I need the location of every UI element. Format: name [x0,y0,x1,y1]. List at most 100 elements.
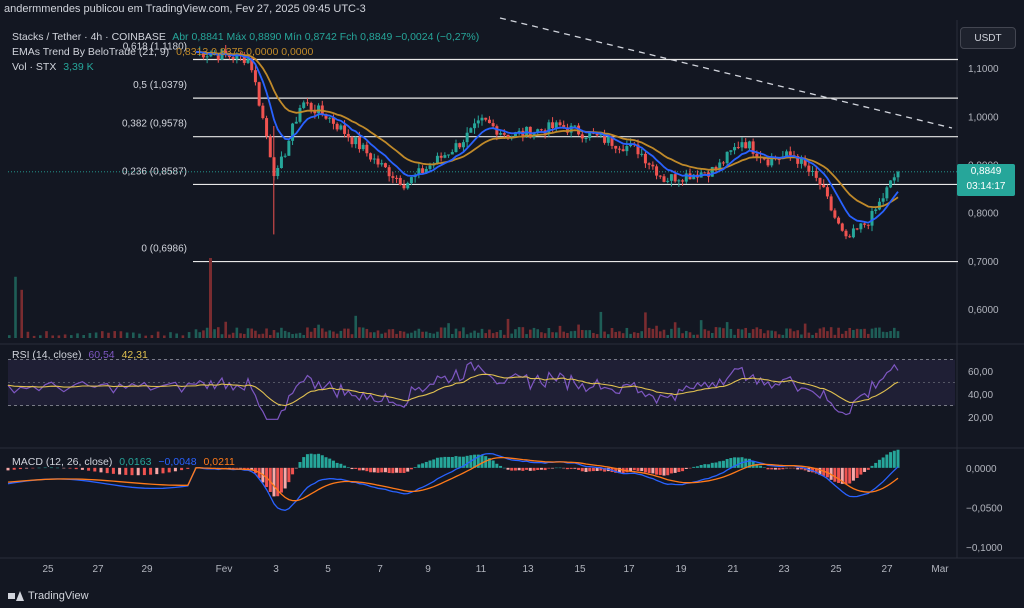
volume-bar [807,332,811,338]
macd-histogram-bar [896,449,900,468]
tradingview-footer[interactable]: TradingView [8,590,89,602]
footer-brand: TradingView [28,590,89,602]
macd-histogram-bar [892,450,896,468]
candle-body [766,159,770,166]
candle-body [803,158,807,166]
candle-body [302,102,306,108]
volume-bar [346,328,350,338]
volume-bar [666,334,670,338]
candle-body [435,155,439,164]
candle-body [677,180,681,182]
macd-histogram-bar [37,467,41,469]
macd-histogram-bar [227,467,231,469]
volume-bar [76,333,79,338]
volume-bar [387,329,391,338]
candle-body [870,210,874,226]
price-axis-label: 1,0000 [968,112,999,123]
volume-bar [458,331,462,338]
candle-body [844,230,848,237]
volume-bar [372,332,376,338]
volume-bar [150,335,154,338]
macd-histogram-bar [454,456,458,468]
macd-histogram-bar [818,467,822,476]
candle-body [458,143,462,148]
candle-body [554,122,558,129]
volume-bar [376,330,380,338]
volume-bar [878,327,881,338]
candle-body [718,162,722,170]
time-axis-label: 29 [141,564,153,575]
volume-bar [187,332,191,338]
macd-histogram-bar [279,467,283,493]
volume-bar [280,327,283,338]
volume-bar [254,330,257,338]
macd-histogram-bar [814,467,818,474]
candle-body [562,125,566,128]
volume-bar [536,329,540,338]
candle-body [799,158,803,164]
macd-histogram-bar [365,467,369,472]
volume-bar [473,330,476,338]
macd-histogram-bar [391,467,395,474]
macd-histogram-bar [432,459,436,468]
volume-bar [287,332,291,338]
rsi-ma-line [7,373,899,407]
macd-histogram-bar [643,467,647,473]
volume-bar [317,324,320,338]
candle-body [265,118,269,137]
macd-histogram-bar [773,467,777,470]
macd-histogram-bar [788,467,792,469]
macd-histogram-bar [235,467,239,469]
volume-bar [796,330,800,338]
volume-bar [205,327,209,338]
time-axis-label: 17 [623,564,635,575]
bar-countdown: 03:14:17 [966,181,1006,192]
volume-bar [250,328,254,338]
candle-body [684,173,688,182]
volume-bar [759,329,762,338]
volume-bar [699,320,703,338]
currency-selector[interactable]: USDT [960,27,1016,49]
macd-histogram-bar [383,467,387,473]
volume-bar [525,334,528,338]
candle-body [484,117,488,120]
candle-body [447,154,451,156]
volume-bar [751,329,755,338]
volume-bar [733,334,736,338]
macd-histogram-bar [762,467,766,468]
volume-bar [755,327,759,338]
time-axis-label: Mar [931,564,949,575]
volume-bar [606,334,610,338]
volume-bar [380,333,384,338]
volume-bar [896,331,900,338]
macd-axis-label: −0,1000 [966,543,1003,554]
macd-histogram-bar [725,459,729,468]
time-axis-label: 23 [778,564,790,575]
volume-bar [45,331,48,338]
candle-body [721,162,725,164]
macd-histogram-bar [536,467,540,470]
candle-body [235,53,239,60]
macd-histogram-bar [6,467,10,471]
candle-body [740,142,744,148]
volume-bar [94,332,98,338]
macd-histogram-bar [580,467,584,472]
last-price: 0,8849 [970,166,1002,177]
volume-bar [584,330,588,338]
macd-histogram-bar [632,467,636,471]
macd-histogram-bar [136,467,140,476]
volume-bar [51,335,54,338]
volume-bar [714,327,718,338]
macd-histogram-bar [87,467,91,471]
macd-histogram-bar [703,464,707,468]
macd-histogram-bar [799,467,803,470]
volume-bar [696,334,699,338]
macd-histogram-bar [889,452,893,468]
macd-histogram-bar [173,467,177,472]
candle-body [287,140,291,156]
volume-bar [837,327,840,338]
candle-body [428,165,432,169]
volume-bar [395,333,398,338]
rsi-ma-value: 42,31 [121,349,148,361]
macd-histogram-bar [56,467,60,469]
